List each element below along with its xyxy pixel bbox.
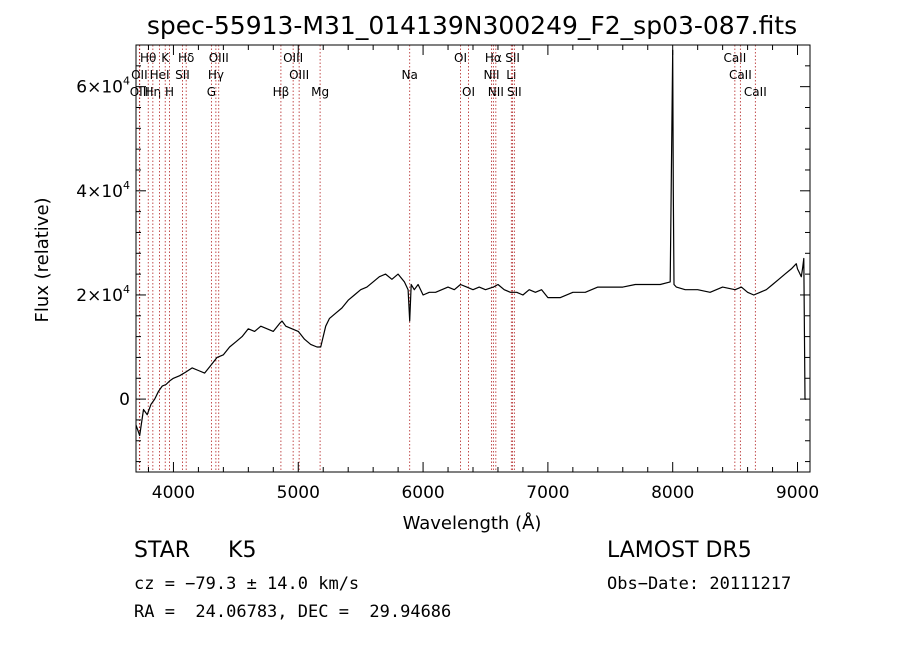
line-label-13: OIII [283, 51, 303, 65]
line-label-7: SII [175, 68, 190, 82]
line-label-0: Hθ [140, 51, 156, 65]
y-tick-label-0: 0 [119, 390, 130, 410]
line-label-15: Mg [311, 85, 329, 99]
x-tick-label-2: 6000 [401, 483, 444, 503]
x-tick-label-0: 4000 [152, 483, 195, 503]
y-tick-mantissa: 0 [119, 390, 130, 410]
subclass-label: K5 [228, 538, 257, 563]
line-label-12: Hβ [273, 85, 290, 99]
y-tick-exponent: 4 [123, 283, 130, 296]
survey-label: LAMOST DR5 [607, 538, 752, 563]
line-label-10: Hγ [208, 68, 224, 82]
line-label-21: NII [488, 85, 504, 99]
line-label-3: Hη [145, 85, 162, 99]
line-label-22: Li [506, 68, 516, 82]
y-axis-label: Flux (relative) [32, 197, 53, 322]
line-label-1: OII [131, 68, 148, 82]
y-tick-label-3: 6×104 [76, 75, 130, 98]
class-label: STAR [134, 538, 191, 563]
x-tick-label-4: 8000 [651, 483, 694, 503]
line-label-24: SII [507, 85, 522, 99]
line-label-6: H [165, 85, 174, 99]
y-tick-mantissa: 6×10 [76, 78, 123, 98]
y-tick-mantissa: 4×10 [76, 182, 123, 202]
obs-date-readout: Obs−Date: 20111217 [607, 574, 792, 594]
y-tick-exponent: 4 [123, 75, 130, 88]
plot-frame [135, 44, 811, 473]
line-label-8: Hδ [178, 51, 194, 65]
line-label-23: SII [505, 51, 520, 65]
line-label-16: Na [402, 68, 418, 82]
line-label-25: CaII [723, 51, 746, 65]
line-label-5: K [161, 51, 170, 65]
line-label-17: OI [454, 51, 467, 65]
line-label-27: CaII [744, 85, 767, 99]
y-tick-label-2: 4×104 [76, 179, 130, 202]
coordinates-readout: RA = 24.06783, DEC = 29.94686 [134, 602, 452, 622]
line-label-4: HeI [150, 68, 170, 82]
line-label-20: Hα [485, 51, 502, 65]
spectral-line-markers: HθOIIOIIIHηHeIKHSIIHδGHγOIIIHβOIIIOIIIMg… [130, 45, 767, 472]
line-label-26: CaII [729, 68, 752, 82]
line-label-2: OIII [130, 85, 150, 99]
chart-title: spec-55913-M31_014139N300249_F2_sp03-087… [147, 11, 797, 40]
y-tick-mantissa: 2×10 [76, 286, 123, 306]
y-tick-label-1: 2×104 [76, 283, 130, 306]
line-label-18: OI [462, 85, 475, 99]
x-tick-label-5: 9000 [776, 483, 819, 503]
spectrum-series [135, 49, 807, 437]
line-label-11: OIII [209, 51, 229, 65]
y-tick-exponent: 4 [123, 179, 130, 192]
x-axis-label: Wavelength (Å) [403, 512, 542, 534]
line-label-19: NII [483, 68, 499, 82]
line-label-14: OIII [289, 68, 309, 82]
line-label-9: G [207, 85, 216, 99]
x-tick-label-3: 7000 [526, 483, 569, 503]
redshift-readout: cz = −79.3 ± 14.0 km/s [134, 574, 360, 594]
spectrum-line [135, 49, 807, 437]
object-class: STAR K5 [134, 538, 256, 563]
x-tick-label-1: 5000 [277, 483, 320, 503]
